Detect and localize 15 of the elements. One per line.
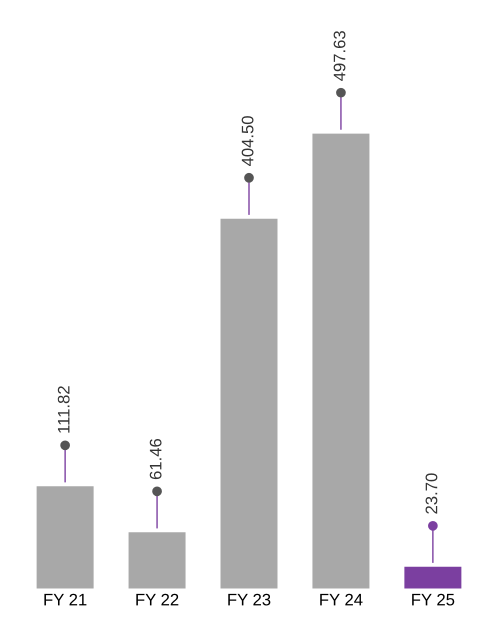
x-tick-label: FY 22 [136,594,178,606]
x-tick-label: FY 21 [44,594,86,606]
bar [220,218,278,588]
bar [128,532,186,588]
x-tick-label: FY 25 [412,594,454,606]
x-tick-label: FY 23 [228,594,270,606]
data-label: 497.63 [334,31,346,81]
bar [404,566,462,588]
data-label: 404.50 [242,116,254,166]
data-label: 111.82 [58,386,70,433]
data-label: 23.70 [426,473,438,514]
data-label: 61.46 [150,438,162,480]
bar [36,486,94,588]
x-tick-label: FY 24 [320,594,363,606]
bar [312,134,370,588]
